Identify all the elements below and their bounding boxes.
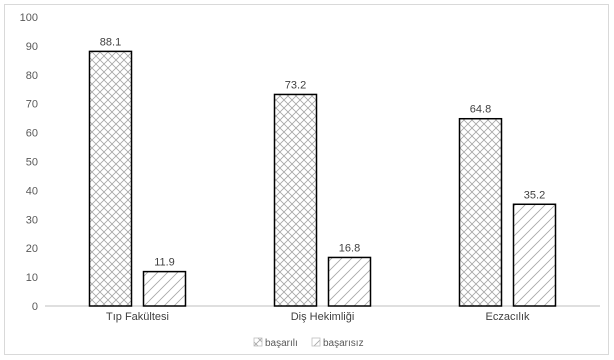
- bar-basarisiz: [327, 256, 372, 307]
- data-label: 88.1: [100, 36, 121, 48]
- y-axis: 0 10 20 30 40 50 60 70 80 90 100: [20, 12, 38, 313]
- data-label: 16.8: [339, 242, 360, 254]
- data-label: 11.9: [154, 257, 175, 269]
- legend-label: başarısız: [323, 338, 364, 349]
- data-label: 35.2: [524, 189, 545, 201]
- x-axis: Tıp Fakültesi Diş Hekimliği Eczacılık: [45, 305, 600, 323]
- y-tick-label: 30: [26, 214, 38, 226]
- legend-label: başarılı: [265, 338, 298, 349]
- data-label: 64.8: [470, 104, 491, 116]
- bar-basarili: [88, 50, 133, 307]
- y-tick-label: 40: [26, 185, 38, 197]
- legend-swatch: [311, 337, 321, 347]
- y-tick-label: 0: [32, 301, 38, 313]
- x-tick-label: Eczacılık: [485, 311, 530, 323]
- y-tick-label: 10: [26, 272, 38, 284]
- y-tick-label: 20: [26, 243, 38, 255]
- y-tick-label: 60: [26, 128, 38, 140]
- y-tick-label: 90: [26, 41, 38, 53]
- data-label: 73.2: [285, 79, 306, 91]
- y-tick-label: 70: [26, 99, 38, 111]
- x-tick-label: Diş Hekimliği: [291, 311, 355, 323]
- y-tick-label: 50: [26, 157, 38, 169]
- x-tick-label: Tıp Fakültesi: [106, 311, 169, 323]
- bar-basarisiz: [142, 270, 187, 307]
- legend: başarılı başarısız: [253, 337, 364, 349]
- bar-basarisiz: [512, 203, 557, 307]
- bars: 88.1 11.9 73.2 16.8 64.8 35.2: [88, 36, 557, 307]
- y-tick-label: 80: [26, 70, 38, 82]
- bar-basarili: [273, 93, 318, 307]
- bar-basarili: [458, 117, 503, 307]
- y-tick-label: 100: [20, 12, 38, 24]
- legend-swatch: [253, 337, 263, 347]
